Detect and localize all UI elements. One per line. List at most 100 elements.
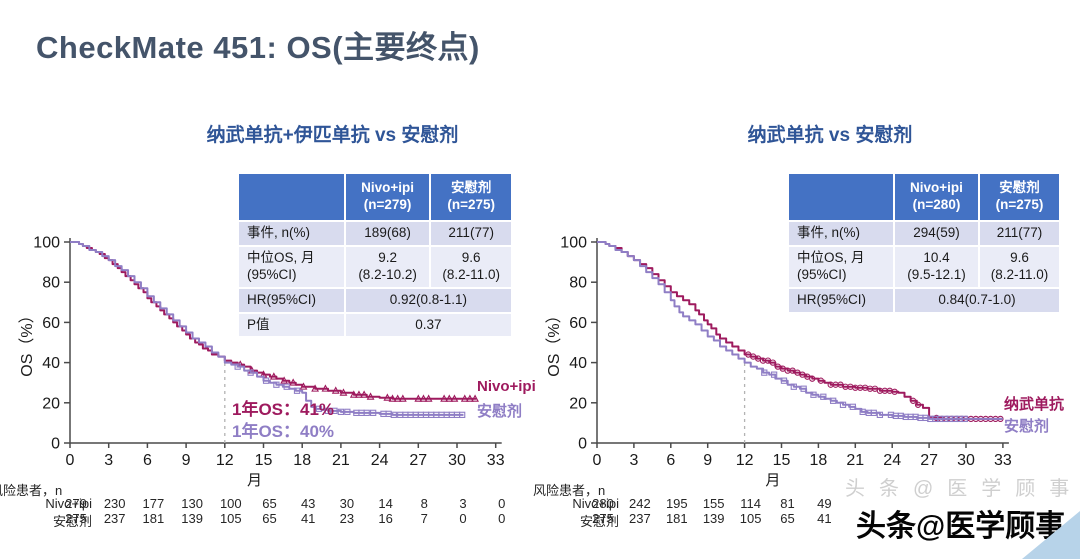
stats-header: Nivo+ipi (n=279) (343, 172, 432, 222)
svg-text:18: 18 (810, 452, 828, 469)
stats-row-label: 事件, n(%) (237, 220, 346, 247)
stats-row-label: 中位OS, 月 (95%CI) (237, 244, 346, 289)
risk-count: 177 (142, 496, 165, 511)
risk-count: 100 (219, 496, 242, 511)
stats-header: Nivo+ipi (n=280) (893, 172, 980, 222)
risk-count: 43 (300, 496, 316, 511)
y-axis-label: OS（%） (546, 307, 563, 377)
risk-count: 30 (339, 496, 355, 511)
svg-text:0: 0 (66, 452, 75, 469)
svg-text:月: 月 (765, 472, 780, 489)
risk-count: 65 (262, 511, 277, 526)
svg-text:60: 60 (569, 315, 587, 332)
risk-count: 49 (817, 496, 832, 511)
risk-count: 114 (740, 496, 761, 511)
panel-nivo-ipi-vs-placebo: 纳武单抗+伊匹单抗 vs 安慰剂 0 20 40 60 80 100 0 3 6 9 12 15 18 2… (0, 125, 536, 529)
stats-cell: 0.84(0.7-1.0) (893, 286, 1061, 314)
stats-table-right: Nivo+ipi (n=280) 安慰剂 (n=275) 事件, n(%) 294(59)… (787, 172, 1061, 314)
svg-text:30: 30 (957, 452, 975, 469)
risk-count: 65 (262, 496, 277, 511)
watermark-toutiao: 头条@医学顾事 (856, 510, 1066, 543)
svg-text:9: 9 (703, 452, 712, 469)
km-chart-right-svg: 0 20 40 60 80 100 0 3 6 9 12 15 18 21 24 27 30 33 月 (560, 235, 1012, 490)
legend-nivo-ipi: Nivo+ipi (477, 378, 536, 395)
stats-header-empty (787, 172, 895, 222)
stats-cell: 10.4 (9.5-12.1) (893, 244, 980, 289)
svg-text:15: 15 (255, 452, 273, 469)
svg-text:20: 20 (42, 395, 60, 412)
risk-row-label: 安慰剂 (579, 514, 619, 529)
km-chart-left-svg: 0 20 40 60 80 100 0 3 6 9 12 15 18 21 24 27 30 33 月 (33, 235, 505, 490)
one-year-os-annotation-nivo-ipi: 1年OS：41% (232, 400, 335, 419)
svg-text:21: 21 (846, 452, 864, 469)
svg-text:27: 27 (920, 452, 938, 469)
svg-text:27: 27 (409, 452, 427, 469)
y-axis-label: OS（%） (19, 307, 36, 377)
risk-count: 3 (459, 496, 467, 511)
stats-row-label: HR(95%CI) (787, 286, 895, 314)
stats-cell: 9.2 (8.2-10.2) (343, 244, 432, 289)
svg-text:33: 33 (994, 452, 1012, 469)
risk-row-label: Nivo+ipi (572, 496, 619, 511)
risk-count: 139 (181, 511, 203, 526)
svg-text:20: 20 (569, 395, 587, 412)
svg-text:3: 3 (104, 452, 113, 469)
stats-header: 安慰剂 (n=275) (978, 172, 1061, 222)
risk-count: 14 (378, 496, 393, 511)
risk-count: 81 (780, 496, 795, 511)
risk-count: 275 (65, 511, 87, 526)
risk-count: 7 (420, 511, 428, 526)
svg-text:60: 60 (42, 315, 60, 332)
stats-header: 安慰剂 (n=275) (429, 172, 513, 222)
risk-count: 181 (142, 511, 165, 526)
stats-row-label: P值 (237, 311, 346, 339)
svg-text:9: 9 (182, 452, 191, 469)
risk-table-title: 风险患者，n (533, 483, 606, 498)
risk-count: 237 (103, 511, 126, 526)
panel-title-left: 纳武单抗+伊匹单抗 vs 安慰剂 (206, 125, 459, 146)
svg-text:12: 12 (216, 452, 234, 469)
svg-text:15: 15 (773, 452, 791, 469)
risk-count: 105 (739, 511, 762, 526)
stats-cell: 189(68) (343, 220, 432, 247)
risk-count: 139 (702, 511, 725, 526)
risk-count: 0 (498, 496, 506, 511)
svg-text:12: 12 (736, 452, 754, 469)
stats-cell: 9.6 (8.2-11.0) (978, 244, 1061, 289)
legend-placebo: 安慰剂 (477, 403, 523, 420)
svg-text:18: 18 (293, 452, 311, 469)
legend-placebo: 安慰剂 (1004, 418, 1050, 435)
risk-count: 105 (219, 511, 242, 526)
stats-cell: 211(77) (978, 220, 1061, 247)
risk-count: 280 (592, 496, 614, 511)
svg-text:100: 100 (560, 235, 587, 252)
risk-count: 195 (665, 496, 688, 511)
svg-text:0: 0 (578, 436, 587, 453)
svg-text:24: 24 (371, 452, 389, 469)
legend-nivo: 纳武单抗 (1004, 396, 1065, 413)
svg-text:40: 40 (42, 355, 60, 372)
risk-count: 275 (592, 511, 614, 526)
svg-text:33: 33 (487, 452, 505, 469)
svg-text:24: 24 (883, 452, 901, 469)
risk-count: 0 (459, 511, 467, 526)
svg-text:0: 0 (593, 452, 602, 469)
svg-text:月: 月 (247, 472, 262, 489)
risk-row-label: 安慰剂 (52, 514, 92, 529)
km-chart-right: 0 20 40 60 80 100 0 3 6 9 12 15 18 21 24 27 30 33 月 OS（%） … (527, 230, 1080, 492)
stats-cell: 0.37 (343, 311, 514, 339)
stats-row-label: 事件, n(%) (787, 220, 895, 247)
risk-count: 0 (498, 511, 506, 526)
svg-text:80: 80 (42, 275, 60, 292)
svg-text:40: 40 (569, 355, 587, 372)
risk-count: 155 (702, 496, 725, 511)
panel-title-right: 纳武单抗 vs 安慰剂 (747, 125, 913, 146)
risk-count: 65 (780, 511, 795, 526)
watermark-faint: 头条@医学顾事 (845, 478, 1080, 500)
stats-header-empty (237, 172, 346, 222)
svg-text:21: 21 (332, 452, 350, 469)
svg-text:0: 0 (51, 436, 60, 453)
svg-text:6: 6 (143, 452, 152, 469)
km-chart-left: 0 20 40 60 80 100 0 3 6 9 12 15 18 21 24 27 30 33 月 OS（%） … (0, 230, 553, 492)
